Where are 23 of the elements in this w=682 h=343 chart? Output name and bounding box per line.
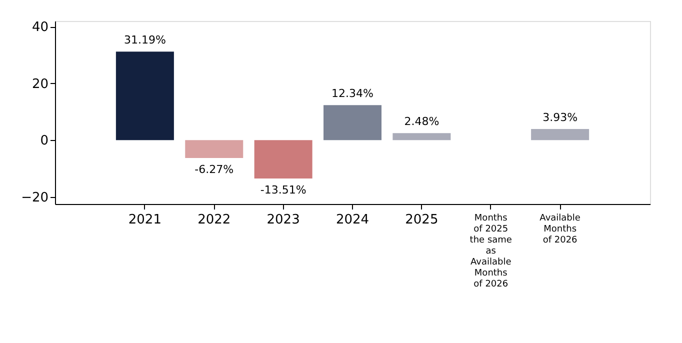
data-label: 31.19% — [124, 34, 166, 47]
bar — [116, 52, 174, 140]
data-label: 2.48% — [404, 115, 440, 128]
y-tick-label: 0 — [40, 134, 48, 149]
data-label: 12.34% — [332, 87, 374, 100]
y-tick-label: −20 — [21, 190, 48, 206]
bar — [531, 129, 590, 140]
bar — [324, 105, 382, 140]
data-label: 3.93% — [542, 111, 578, 124]
x-tick-label: Available Months of 2026 — [540, 214, 581, 246]
x-tick-label: 2021 — [128, 212, 162, 228]
bar — [185, 140, 244, 158]
y-tick-label: 20 — [32, 76, 48, 92]
y-tick-label: 40 — [32, 20, 48, 36]
x-tick-label: 2024 — [336, 212, 370, 228]
data-label: -13.51% — [260, 183, 306, 196]
x-tick-label: 2025 — [405, 212, 438, 228]
x-tick-label: 2023 — [266, 212, 300, 228]
x-tick-label: Months of 2025 the same as Available Months of 2026 — [470, 214, 512, 290]
x-tick-label: 2022 — [198, 212, 231, 228]
bar — [392, 133, 451, 140]
data-label: -6.27% — [194, 162, 234, 176]
bar — [254, 140, 312, 178]
